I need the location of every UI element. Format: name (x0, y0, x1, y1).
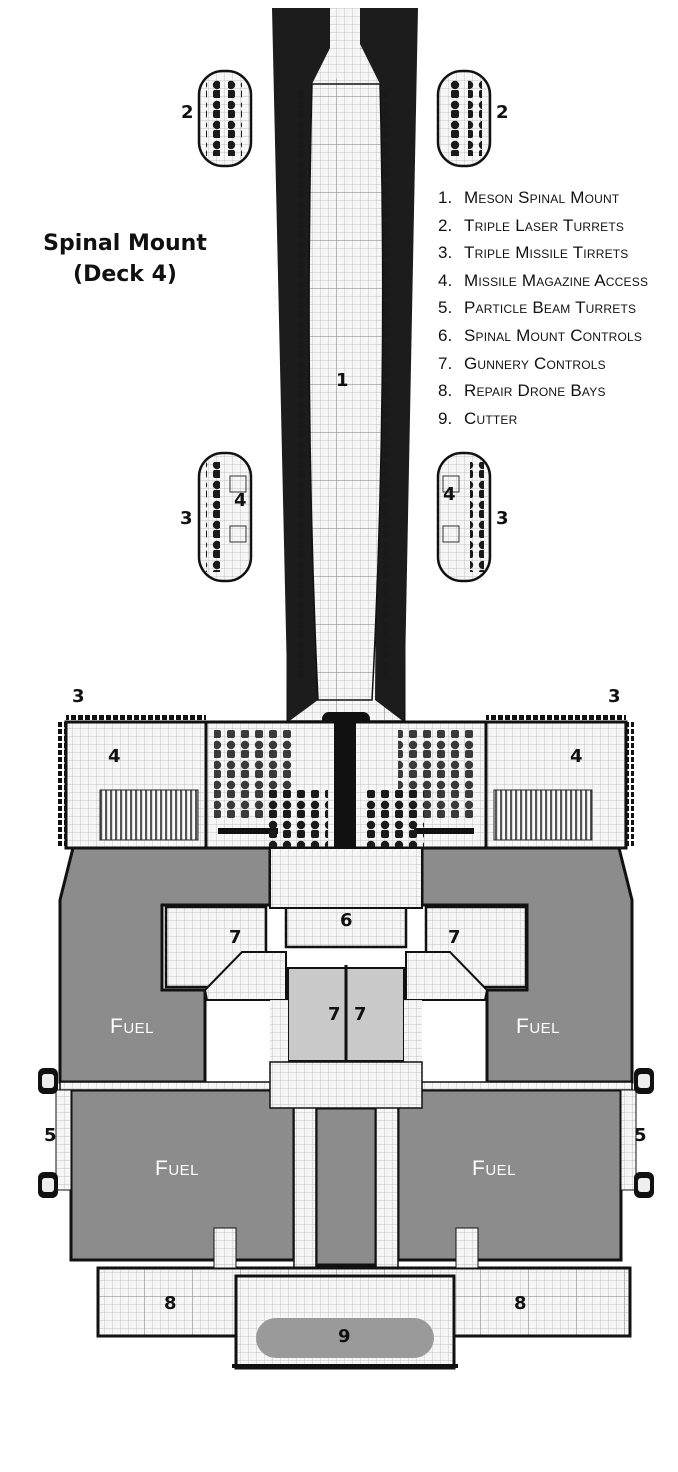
label-fuel-lower-right: Fuel (472, 1157, 517, 1180)
label-missile-turret-deck-left: 3 (72, 686, 85, 707)
legend-num: 2. (438, 215, 453, 235)
legend: 1. Meson Spinal Mount 2. Triple Laser Turr… (438, 184, 648, 432)
legend-text: Gunnery Controls (464, 353, 606, 373)
label-missile-turret-left: 3 (180, 508, 193, 529)
corridors (55, 847, 637, 1271)
label-missile-turret-right: 3 (496, 508, 509, 529)
label-magazine-left: 4 (234, 490, 247, 511)
triple-missile-turret-left (197, 451, 253, 583)
label-gunnery-center-right: 7 (354, 1004, 367, 1025)
legend-text: Triple Missile Tirrets (464, 243, 629, 263)
title-line-2: (Deck 4) (73, 262, 177, 287)
label-fuel-upper-left: Fuel (110, 1015, 155, 1038)
legend-text: Cutter (464, 408, 518, 428)
legend-item: 8. Repair Drone Bays (438, 377, 648, 405)
legend-item: 3. Triple Missile Tirrets (438, 239, 648, 267)
legend-text: Meson Spinal Mount (464, 188, 620, 207)
title-line-1: Spinal Mount (43, 231, 207, 256)
label-fuel-lower-left: Fuel (155, 1157, 200, 1180)
label-spinal-controls: 6 (340, 910, 353, 931)
legend-num: 1. (438, 188, 453, 207)
legend-text: Spinal Mount Controls (464, 325, 643, 345)
triple-laser-turret-right (436, 69, 492, 168)
label-particle-beam-right: 5 (634, 1125, 647, 1146)
triple-missile-turret-right (436, 451, 492, 583)
legend-num: 6. (438, 325, 453, 345)
legend-num: 9. (438, 408, 453, 428)
label-particle-beam-left: 5 (44, 1125, 57, 1146)
label-drone-bay-right: 8 (514, 1293, 527, 1314)
legend-num: 7. (438, 353, 453, 373)
label-magazine-deck-right: 4 (570, 746, 583, 767)
particle-beam-turrets (38, 1068, 654, 1198)
spinal-mount-barrel (272, 8, 418, 730)
legend-text: Particle Beam Turrets (464, 298, 637, 318)
label-laser-turret-left: 2 (181, 102, 194, 123)
label-laser-turret-right: 2 (496, 102, 509, 123)
label-fuel-upper-right: Fuel (516, 1015, 561, 1038)
deck-title: Spinal Mount (Deck 4) (20, 228, 230, 290)
legend-item: 9. Cutter (438, 405, 648, 433)
legend-item: 2. Triple Laser Turrets (438, 212, 648, 240)
legend-num: 3. (438, 243, 453, 263)
label-gunnery-left: 7 (229, 927, 242, 948)
legend-text: Triple Laser Turrets (464, 215, 625, 235)
legend-text: Repair Drone Bays (464, 381, 606, 401)
label-magazine-right: 4 (443, 484, 456, 505)
label-spinal-mount: 1 (336, 370, 349, 391)
legend-num: 8. (438, 381, 453, 401)
legend-item: 1. Meson Spinal Mount (438, 184, 648, 212)
label-gunnery-center-left: 7 (328, 1004, 341, 1025)
legend-num: 5. (438, 298, 453, 318)
lower-bays (96, 1227, 632, 1370)
label-gunnery-right: 7 (448, 927, 461, 948)
label-magazine-deck-left: 4 (108, 746, 121, 767)
legend-text: Missile Magazine Access (464, 270, 649, 290)
legend-item: 7. Gunnery Controls (438, 350, 648, 378)
label-drone-bay-left: 8 (164, 1293, 177, 1314)
legend-num: 4. (438, 270, 453, 290)
control-rooms (164, 903, 528, 1063)
legend-item: 4. Missile Magazine Access (438, 267, 648, 295)
label-cutter: 9 (338, 1326, 351, 1347)
label-missile-turret-deck-right: 3 (608, 686, 621, 707)
legend-item: 6. Spinal Mount Controls (438, 322, 648, 350)
triple-laser-turret-left (197, 69, 253, 168)
legend-item: 5. Particle Beam Turrets (438, 294, 648, 322)
